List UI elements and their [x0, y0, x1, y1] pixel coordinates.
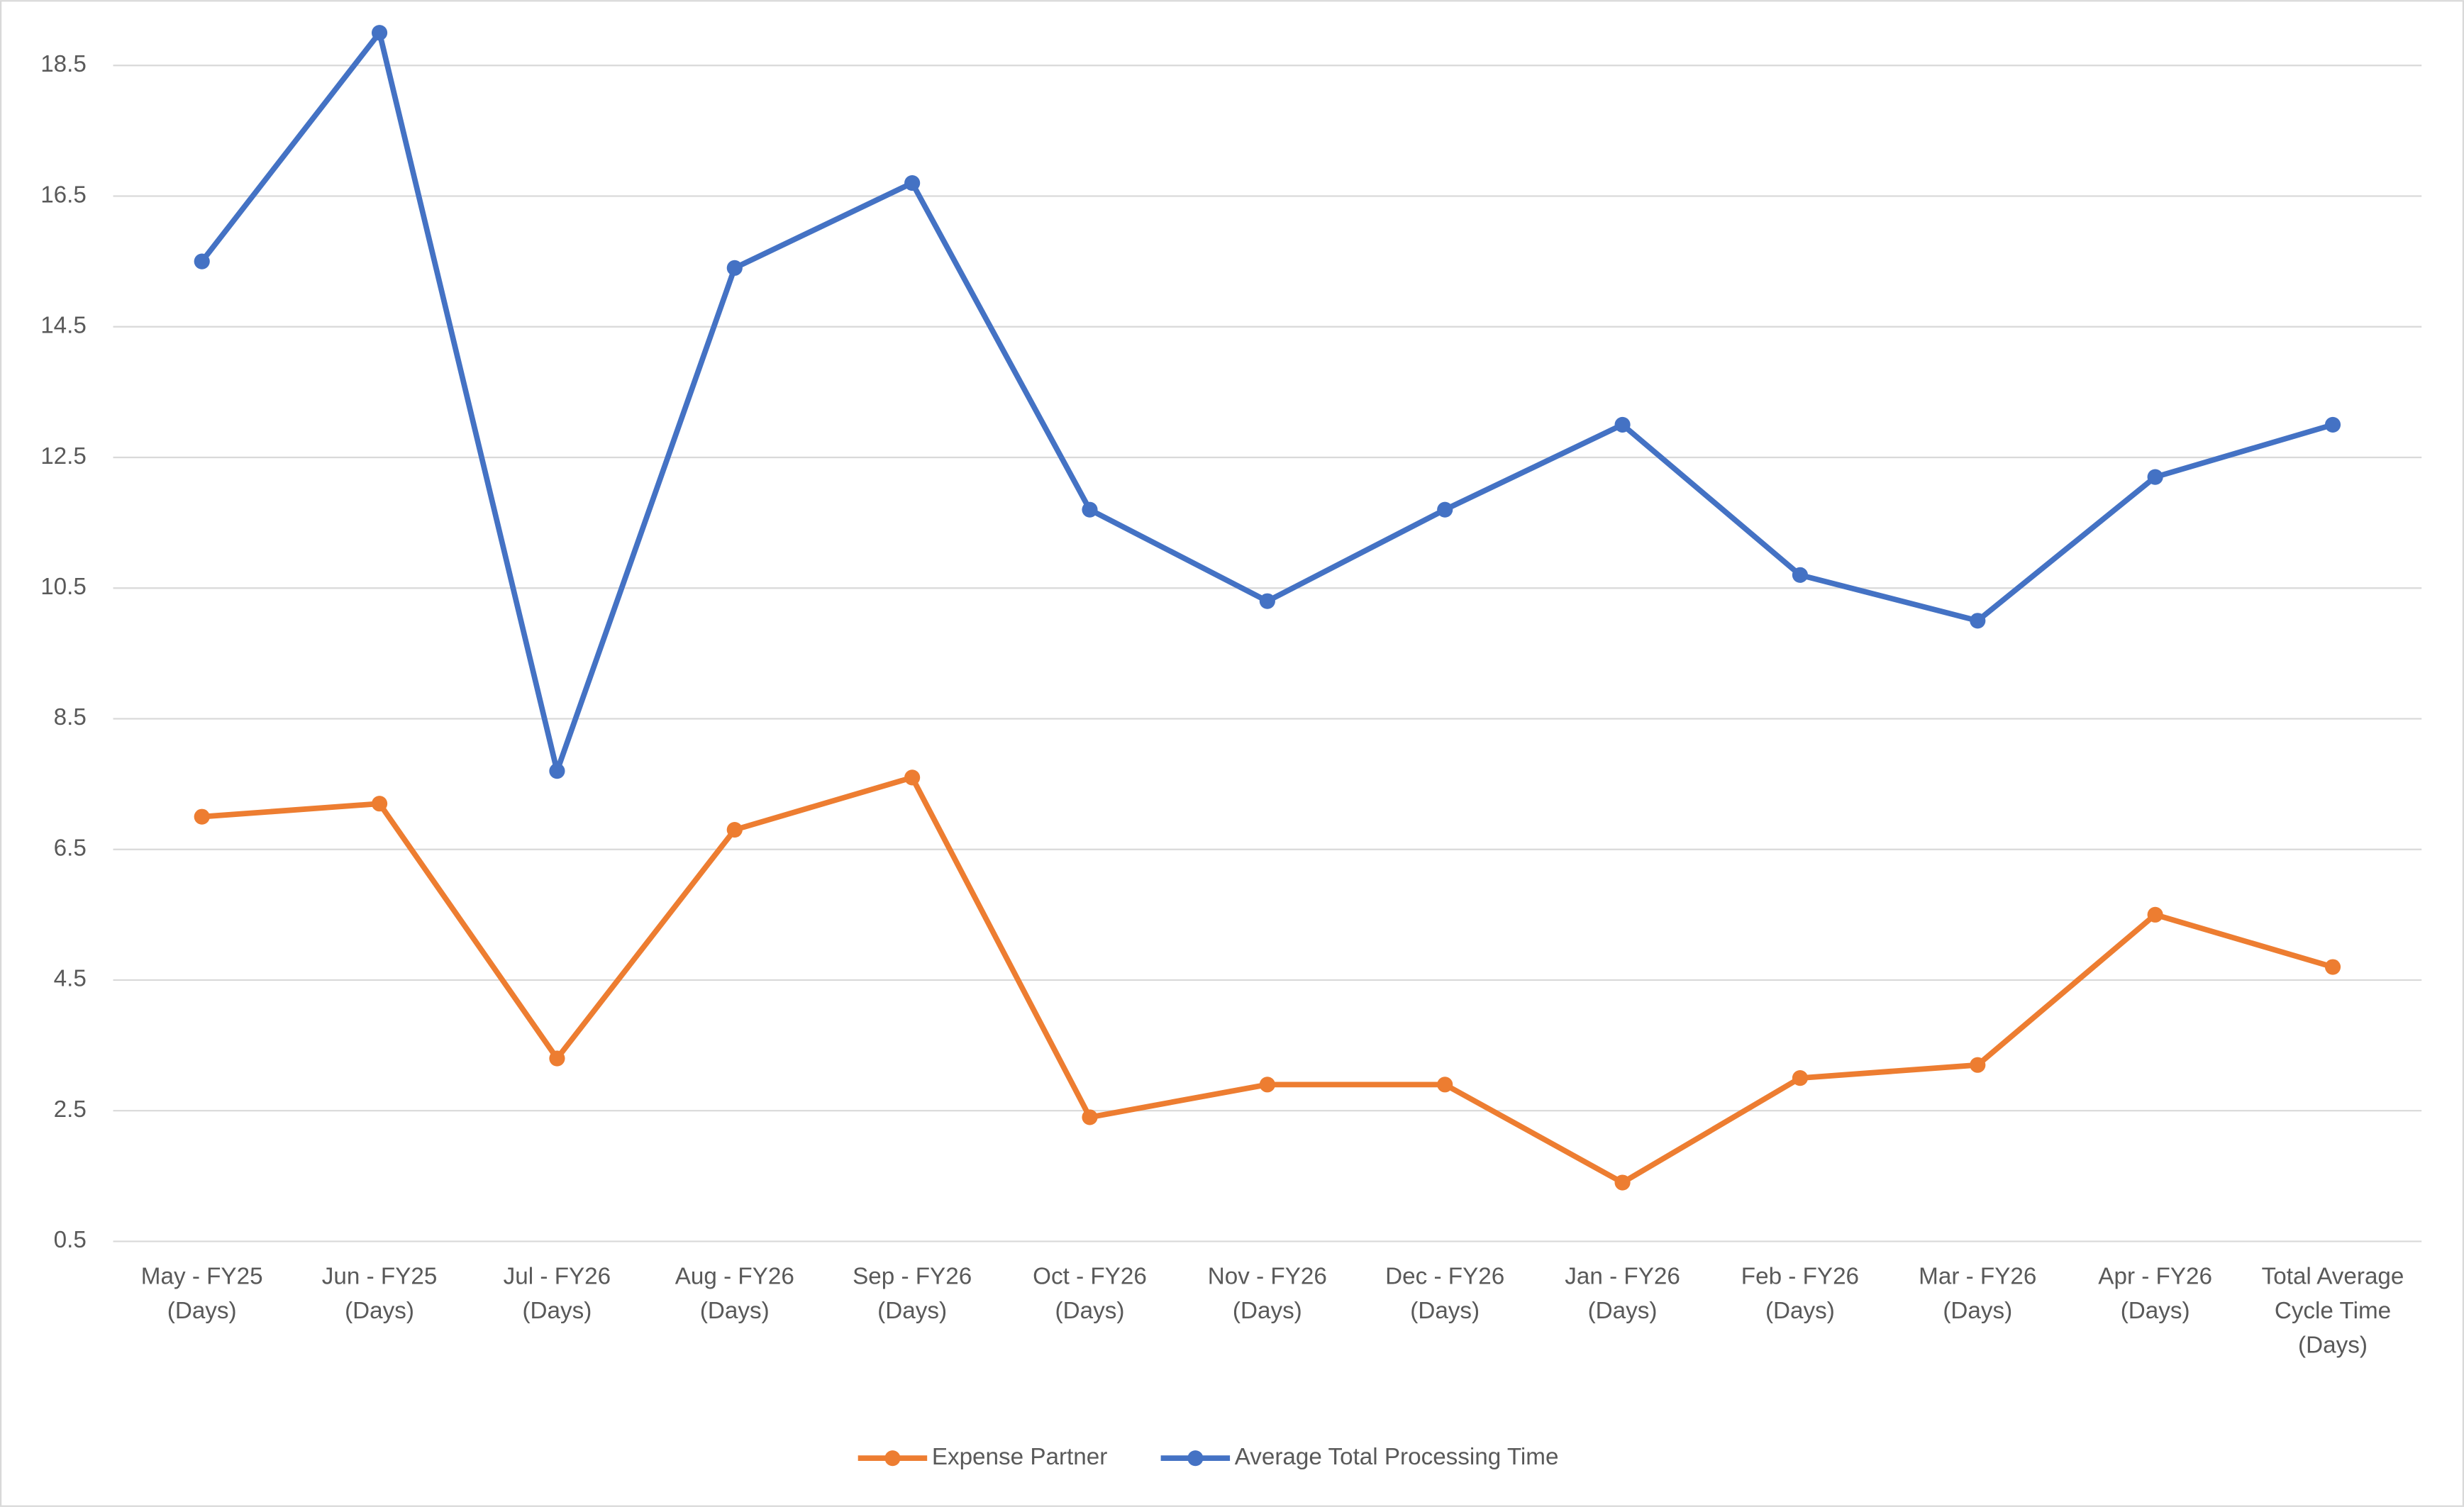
y-tick-label: 2.5 [54, 1096, 87, 1123]
data-point [1614, 1174, 1631, 1191]
x-tick-label: Mar - FY26 (Days) [1919, 1263, 2037, 1325]
x-tick-label: Dec - FY26 (Days) [1385, 1263, 1505, 1325]
x-tick-label-box: Total Average Cycle Time (Days) [2261, 1263, 2404, 1359]
data-point [1437, 1077, 1453, 1093]
x-tick-label-box: Sep - FY26 (Days) [853, 1263, 972, 1325]
data-point [904, 769, 921, 786]
y-tick-label: 14.5 [40, 313, 87, 339]
y-tick-label: 8.5 [54, 704, 87, 730]
x-tick-label: Nov - FY26 (Days) [1207, 1263, 1327, 1325]
data-point [1259, 593, 1275, 609]
y-tick-label: 12.5 [40, 443, 87, 469]
data-point [1614, 416, 1631, 433]
x-tick-label: Aug - FY26 (Days) [675, 1263, 794, 1325]
x-tick-label: Jul - FY26 (Days) [503, 1263, 611, 1325]
y-tick-label: 18.5 [40, 51, 87, 77]
y-tick-label: 0.5 [54, 1227, 87, 1253]
data-point [1792, 1070, 1809, 1086]
x-tick-label-box: Aug - FY26 (Days) [675, 1263, 794, 1325]
data-point [371, 25, 388, 41]
x-tick-label: Jun - FY25 (Days) [321, 1263, 438, 1325]
x-tick-label: Total Average Cycle Time (Days) [2261, 1263, 2404, 1359]
legend-label: Expense Partner [932, 1444, 1107, 1470]
x-tick-label: Apr - FY26 (Days) [2098, 1263, 2212, 1325]
x-tick-label-box: May - FY25 (Days) [140, 1263, 263, 1325]
data-point [1082, 1109, 1098, 1125]
data-point [549, 763, 565, 779]
data-point [2147, 469, 2163, 485]
data-point [1259, 1077, 1275, 1093]
x-tick-label-box: Jan - FY26 (Days) [1565, 1263, 1680, 1325]
legend-marker [884, 1450, 901, 1467]
data-point [371, 796, 388, 812]
x-tick-label-box: Nov - FY26 (Days) [1207, 1263, 1327, 1325]
x-tick-label-box: Mar - FY26 (Days) [1919, 1263, 2037, 1325]
data-point [1792, 567, 1809, 583]
x-tick-label: Oct - FY26 (Days) [1033, 1263, 1147, 1325]
data-point [1970, 613, 1986, 629]
x-tick-label-box: Dec - FY26 (Days) [1385, 1263, 1505, 1325]
x-tick-label-box: Jul - FY26 (Days) [503, 1263, 611, 1325]
x-tick-label-box: Feb - FY26 (Days) [1741, 1263, 1860, 1325]
data-point [1970, 1057, 1986, 1073]
data-point [1082, 501, 1098, 518]
x-tick-label: Sep - FY26 (Days) [853, 1263, 972, 1325]
y-tick-label: 10.5 [40, 574, 87, 600]
legend-marker [1187, 1450, 1204, 1467]
data-point [2324, 959, 2341, 975]
y-tick-label: 4.5 [54, 966, 87, 992]
x-tick-label-box: Oct - FY26 (Days) [1033, 1263, 1147, 1325]
data-point [726, 260, 743, 276]
data-point [194, 253, 210, 269]
x-tick-label: May - FY25 (Days) [140, 1263, 263, 1325]
data-point [2147, 906, 2163, 923]
x-tick-label: Feb - FY26 (Days) [1741, 1263, 1860, 1325]
data-point [1437, 501, 1453, 518]
y-tick-label: 16.5 [40, 182, 87, 208]
x-tick-label-box: Apr - FY26 (Days) [2098, 1263, 2212, 1325]
x-tick-label: Jan - FY26 (Days) [1565, 1263, 1680, 1325]
data-point [2324, 416, 2341, 433]
data-point [904, 174, 921, 191]
data-point [726, 821, 743, 838]
legend-label: Average Total Processing Time [1235, 1444, 1559, 1470]
data-point [194, 808, 210, 825]
x-tick-label-box: Jun - FY25 (Days) [321, 1263, 438, 1325]
data-point [549, 1050, 565, 1067]
y-tick-label: 6.5 [54, 835, 87, 861]
